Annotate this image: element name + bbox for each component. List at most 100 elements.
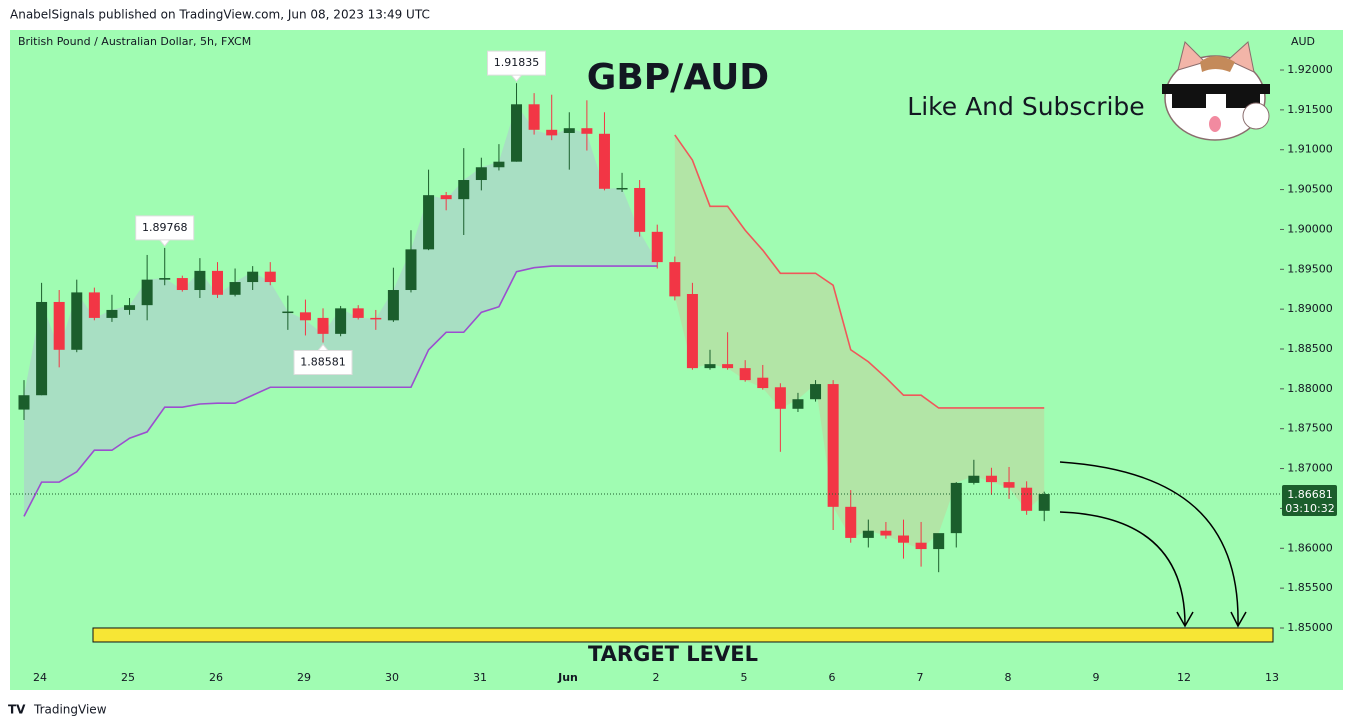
countdown: 03:10:32 xyxy=(1285,502,1334,515)
x-tick-label: 25 xyxy=(121,671,135,684)
annotation-box xyxy=(135,215,195,247)
y-tick-label: 1.90000 xyxy=(1287,222,1333,235)
candle-body xyxy=(247,271,259,283)
candle-body xyxy=(475,167,487,181)
candle-body xyxy=(194,270,206,291)
x-tick-label: Jun xyxy=(557,671,578,684)
arrow xyxy=(1059,511,1186,626)
arrow-head xyxy=(1230,611,1247,628)
candle-body xyxy=(299,312,311,321)
candle-body xyxy=(757,377,769,389)
candle-body xyxy=(36,301,48,396)
annotation-box xyxy=(293,343,353,376)
candle-body xyxy=(493,161,505,168)
x-tick-label: 30 xyxy=(385,671,399,684)
candle-body xyxy=(792,399,804,409)
cat-icon xyxy=(1162,41,1270,141)
candle-body xyxy=(405,249,417,291)
candle-body xyxy=(141,279,153,306)
candle-body xyxy=(53,301,65,350)
indicator-line xyxy=(23,265,658,517)
price-annotation: 1.88581 xyxy=(300,356,346,369)
candle-body xyxy=(862,530,874,538)
candle-body xyxy=(335,308,347,334)
candle-body xyxy=(968,475,980,483)
y-tick-label: 1.91000 xyxy=(1287,143,1333,156)
y-tick-label: 1.90500 xyxy=(1287,183,1333,196)
candle-body xyxy=(634,187,646,232)
x-tick-label: 24 xyxy=(33,671,47,684)
x-tick-label: 6 xyxy=(829,671,836,684)
candle-body xyxy=(651,231,663,263)
subtitle: Like And Subscribe xyxy=(907,92,1144,121)
candle-body xyxy=(18,395,30,410)
candle-body xyxy=(124,305,136,310)
price-tag-value: 1.86681 xyxy=(1287,488,1333,501)
y-tick-label: 1.88000 xyxy=(1287,382,1333,395)
plot: 1.850001.855001.860001.865001.870001.875… xyxy=(10,63,1337,684)
x-tick-label: 26 xyxy=(209,671,223,684)
x-tick-label: 12 xyxy=(1177,671,1191,684)
candle-body xyxy=(598,133,610,189)
candle-body xyxy=(722,364,734,369)
x-tick-label: 29 xyxy=(297,671,311,684)
price-tag xyxy=(1282,484,1337,516)
candle-body xyxy=(616,187,628,190)
candle-body xyxy=(458,180,470,200)
candle-body xyxy=(511,104,523,162)
y-tick-label: 1.88500 xyxy=(1287,342,1333,355)
candle-body xyxy=(159,278,171,280)
candle-body xyxy=(229,282,241,295)
y-tick-label: 1.92000 xyxy=(1287,63,1333,76)
candle-body xyxy=(528,104,540,130)
y-tick-label: 1.85500 xyxy=(1287,581,1333,594)
candle-body xyxy=(827,384,839,507)
candle-body xyxy=(71,292,83,350)
candle-body xyxy=(282,311,294,314)
candle-body xyxy=(933,533,945,550)
arrow xyxy=(1059,461,1239,626)
candle-body xyxy=(739,368,751,381)
candle-body xyxy=(546,129,558,136)
target-label: TARGET LEVEL xyxy=(588,642,758,666)
candle-body xyxy=(845,506,857,538)
x-tick-label: 8 xyxy=(1005,671,1012,684)
x-tick-label: 13 xyxy=(1265,671,1279,684)
y-tick-label: 1.89000 xyxy=(1287,302,1333,315)
footer: TradingView xyxy=(33,703,107,717)
annotation-box xyxy=(487,50,547,82)
price-annotation: 1.89768 xyxy=(142,221,188,234)
candle-body xyxy=(88,292,100,318)
x-tick-label: 2 xyxy=(653,671,660,684)
candle-body xyxy=(176,278,188,291)
y-tick-label: 1.91500 xyxy=(1287,103,1333,116)
candle-body xyxy=(774,387,786,409)
arrow-head xyxy=(1176,611,1194,628)
candle-body xyxy=(352,308,364,318)
candle-body xyxy=(581,128,593,134)
symbol: British Pound / Australian Dollar, 5h, F… xyxy=(18,35,251,48)
candle-body xyxy=(1038,493,1050,511)
x-tick-label: 9 xyxy=(1093,671,1100,684)
x-tick-label: 5 xyxy=(741,671,748,684)
currency: AUD xyxy=(1291,35,1315,48)
candle-body xyxy=(423,195,435,250)
x-tick-label: 7 xyxy=(917,671,924,684)
logo: TV xyxy=(8,703,26,717)
y-tick-label: 1.86000 xyxy=(1287,541,1333,554)
candle-body xyxy=(985,475,997,483)
candle-body xyxy=(704,364,716,369)
cloud-fill xyxy=(674,134,1045,550)
candle-body xyxy=(669,262,681,297)
y-tick-label: 1.89500 xyxy=(1287,262,1333,275)
candle-body xyxy=(880,530,892,536)
header: AnabelSignals published on TradingView.c… xyxy=(10,8,430,22)
candle-body xyxy=(810,384,822,400)
y-tick-label: 1.85000 xyxy=(1287,621,1333,634)
candle-body xyxy=(317,317,329,334)
indicator-line xyxy=(674,134,1045,409)
target-bar xyxy=(92,627,1274,643)
x-tick-label: 31 xyxy=(473,671,487,684)
candle-body xyxy=(1021,487,1033,511)
